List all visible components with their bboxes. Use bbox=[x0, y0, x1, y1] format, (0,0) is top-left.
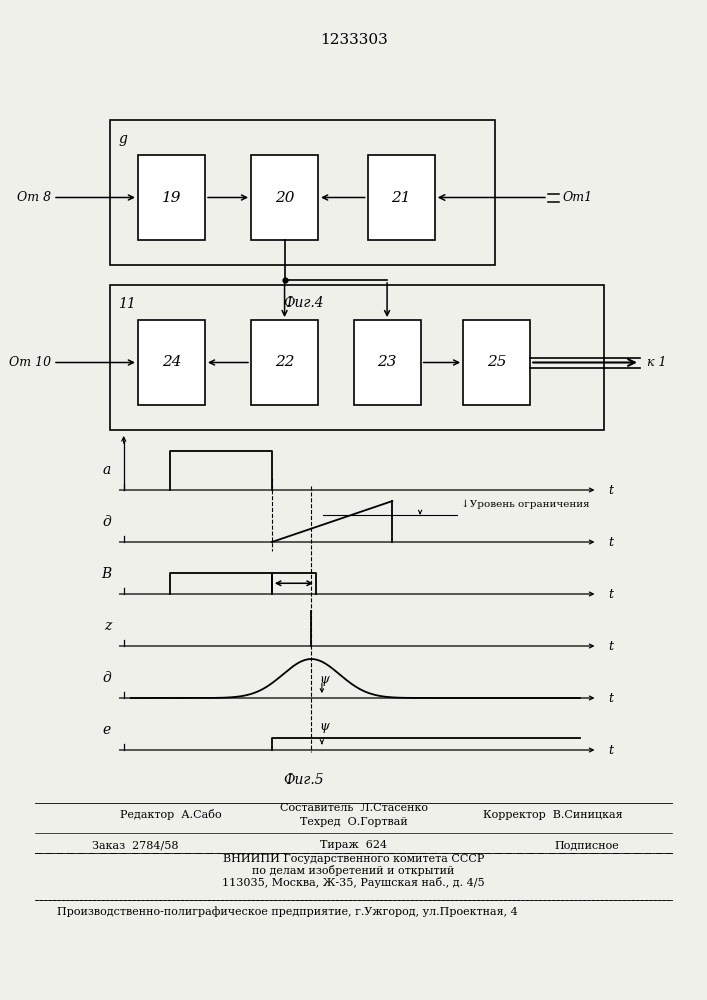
Text: 19: 19 bbox=[162, 190, 181, 205]
Text: Фиг.4: Фиг.4 bbox=[284, 296, 325, 310]
Bar bbox=[368, 155, 435, 240]
Text: Техред  О.Гортвай: Техред О.Гортвай bbox=[300, 817, 407, 827]
Text: 20: 20 bbox=[275, 190, 294, 205]
Text: 21: 21 bbox=[392, 190, 411, 205]
Text: Редактор  А.Сабо: Редактор А.Сабо bbox=[120, 810, 222, 820]
Text: 24: 24 bbox=[162, 356, 181, 369]
Text: От1: От1 bbox=[562, 191, 592, 204]
Bar bbox=[138, 155, 205, 240]
Text: t: t bbox=[608, 692, 613, 704]
Text: Заказ  2784/58: Заказ 2784/58 bbox=[92, 840, 178, 850]
Text: 113035, Москва, Ж-35, Раушская наб., д. 4/5: 113035, Москва, Ж-35, Раушская наб., д. … bbox=[222, 878, 485, 888]
Text: t: t bbox=[608, 640, 613, 652]
Text: t: t bbox=[608, 536, 613, 548]
Text: От 10: От 10 bbox=[8, 356, 51, 369]
Text: e: e bbox=[103, 724, 111, 738]
Text: к 1: к 1 bbox=[647, 356, 667, 369]
Bar bbox=[463, 320, 530, 405]
Text: g: g bbox=[118, 132, 127, 146]
Text: 22: 22 bbox=[275, 356, 294, 369]
Text: ↓Уровень ограничения: ↓Уровень ограничения bbox=[461, 499, 590, 509]
Text: Корректор  В.Синицкая: Корректор В.Синицкая bbox=[483, 810, 622, 820]
Bar bbox=[110, 285, 604, 430]
Text: z: z bbox=[104, 619, 111, 634]
Text: Подписное: Подписное bbox=[554, 840, 619, 850]
Text: t: t bbox=[608, 587, 613, 600]
Text: t: t bbox=[608, 484, 613, 496]
Text: От 8: От 8 bbox=[17, 191, 51, 204]
Text: ВНИИПИ Государственного комитета СССР: ВНИИПИ Государственного комитета СССР bbox=[223, 854, 484, 864]
Text: д: д bbox=[103, 516, 111, 529]
Text: a: a bbox=[103, 464, 111, 478]
Text: Фиг.5: Фиг.5 bbox=[284, 773, 325, 787]
Text: Производственно-полиграфическое предприятие, г.Ужгород, ул.Проектная, 4: Производственно-полиграфическое предприя… bbox=[57, 907, 518, 917]
Text: B: B bbox=[101, 567, 111, 581]
Text: 1233303: 1233303 bbox=[320, 33, 387, 47]
Bar bbox=[138, 320, 205, 405]
Text: ψ: ψ bbox=[320, 673, 329, 686]
Text: ψ: ψ bbox=[320, 720, 329, 733]
Text: t: t bbox=[608, 744, 613, 756]
Text: Составитель  Л.Стасенко: Составитель Л.Стасенко bbox=[279, 803, 428, 813]
Text: 11: 11 bbox=[118, 297, 136, 311]
Bar bbox=[110, 120, 495, 265]
Bar bbox=[251, 320, 318, 405]
Text: 23: 23 bbox=[378, 356, 397, 369]
Text: Тираж  624: Тираж 624 bbox=[320, 840, 387, 850]
Text: д: д bbox=[103, 672, 111, 686]
Bar bbox=[354, 320, 421, 405]
Text: по делам изобретений и открытий: по делам изобретений и открытий bbox=[252, 865, 455, 876]
Bar bbox=[251, 155, 318, 240]
Text: 25: 25 bbox=[487, 356, 506, 369]
